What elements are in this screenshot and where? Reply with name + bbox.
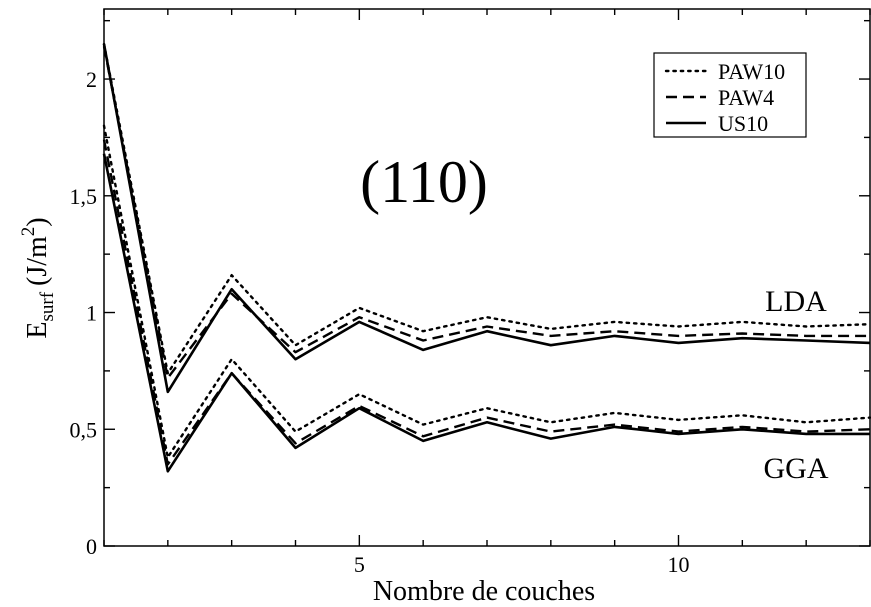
series-line-lda-us10 — [102, 43, 871, 394]
legend-label-paw4: PAW4 — [718, 85, 774, 110]
x-axis-label: Nombre de couches — [373, 576, 595, 607]
y-tick-labels: 0 0,5 1 1,5 2 — [70, 67, 98, 559]
x-tick-label: 10 — [668, 552, 690, 577]
panel-label: (110) — [360, 149, 488, 215]
y-tick-label: 1,5 — [70, 184, 98, 209]
y-tick-label: 1 — [86, 301, 97, 326]
lda-label: LDA — [765, 285, 827, 318]
legend-label-paw10: PAW10 — [718, 59, 785, 84]
x-tick-labels: 5 10 — [354, 552, 690, 577]
legend-label-us10: US10 — [718, 111, 768, 136]
legend: PAW10 PAW4 US10 — [653, 52, 807, 138]
gga-label: GGA — [764, 452, 829, 485]
series-layer — [102, 42, 871, 473]
x-tick-label: 5 — [354, 552, 365, 577]
plot-frame — [103, 8, 871, 547]
series-line-gga-paw10 — [102, 124, 871, 459]
series-line-gga-us10 — [102, 153, 870, 473]
y-axis-label: Esurf(J/m2) — [18, 217, 58, 338]
series-line-lda-paw4 — [102, 46, 870, 380]
y-tick-label: 0 — [86, 534, 97, 559]
series-line-lda-paw10 — [102, 42, 871, 375]
y-tick-label: 2 — [86, 67, 97, 92]
y-tick-label: 0,5 — [70, 417, 98, 442]
